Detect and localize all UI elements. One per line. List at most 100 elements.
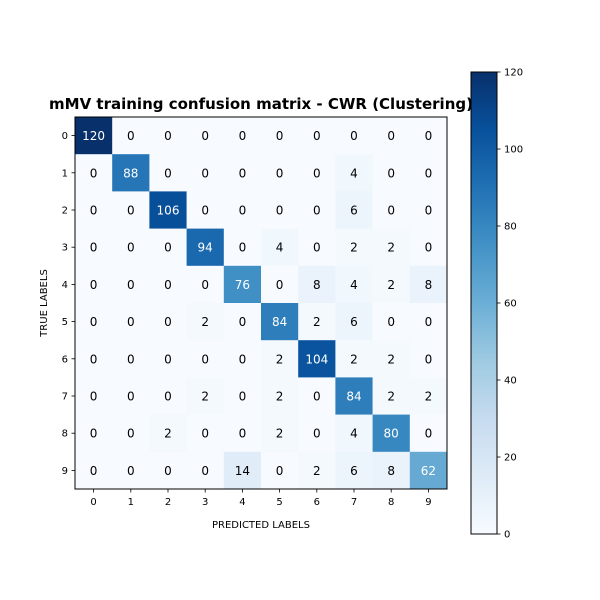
- heatmap-cell-3-5: [261, 228, 299, 267]
- heatmap-cell-1-6: [298, 154, 336, 192]
- cell-value-7-8: 2: [387, 390, 395, 404]
- heatmap-cell-9-2: [149, 451, 187, 490]
- cell-value-3-1: 0: [127, 241, 135, 255]
- heatmap-cell-7-9: [409, 377, 448, 415]
- heatmap-cell-1-3: [186, 154, 225, 192]
- cell-value-6-6: 104: [305, 352, 328, 366]
- heatmap-cell-5-1: [112, 303, 150, 341]
- heatmap-cell-2-5: [261, 191, 299, 229]
- heatmap-cell-7-7: [335, 377, 373, 415]
- heatmap-cell-7-6: [298, 377, 336, 415]
- cell-value-2-1: 0: [127, 204, 135, 218]
- heatmap-cell-3-3: [186, 228, 225, 267]
- heatmap-cell-9-0: [75, 451, 113, 490]
- cell-value-2-4: 0: [239, 204, 247, 218]
- colorbar-tick-label-2: 40: [504, 376, 517, 387]
- cell-value-7-9: 2: [425, 390, 433, 404]
- cell-value-0-1: 0: [127, 129, 135, 143]
- x-tick-label-2: 2: [165, 497, 171, 508]
- heatmap-cell-6-0: [75, 340, 113, 378]
- heatmap-cell-7-4: [223, 377, 262, 415]
- cell-value-3-7: 2: [350, 241, 358, 255]
- heatmap-cell-8-2: [149, 414, 187, 453]
- cell-value-0-4: 0: [239, 129, 247, 143]
- heatmap-cell-6-4: [223, 340, 262, 378]
- cell-value-8-6: 0: [313, 427, 321, 441]
- cell-value-9-2: 0: [164, 464, 172, 478]
- heatmap-cell-6-1: [112, 340, 150, 378]
- x-tick-label-4: 4: [239, 497, 245, 508]
- heatmap-cell-5-8: [372, 303, 411, 341]
- cell-value-4-7: 4: [350, 278, 358, 292]
- cell-value-5-3: 2: [201, 315, 209, 329]
- heatmap-cell-4-5: [261, 265, 299, 304]
- heatmap-cell-6-3: [186, 340, 225, 378]
- heatmap-cell-2-9: [409, 191, 448, 229]
- heatmap-cell-7-8: [372, 377, 411, 415]
- cell-value-8-0: 0: [90, 427, 98, 441]
- heatmap-cell-5-2: [149, 303, 187, 341]
- heatmap-cell-2-6: [298, 191, 336, 229]
- heatmap-cell-9-5: [261, 451, 299, 490]
- cell-value-0-5: 0: [276, 129, 284, 143]
- cell-value-8-3: 0: [201, 427, 209, 441]
- heatmap-cell-9-9: [409, 451, 448, 490]
- cell-value-1-2: 0: [164, 166, 172, 180]
- x-axis-ticks: 0 1 2 3 4 5 6 7 8 9: [90, 489, 432, 508]
- cell-value-2-8: 0: [387, 204, 395, 218]
- cell-value-3-8: 2: [387, 241, 395, 255]
- heatmap-cell-5-7: [335, 303, 373, 341]
- cell-value-9-4: 14: [235, 464, 250, 478]
- heatmap-cell-6-8: [372, 340, 411, 378]
- cell-value-0-7: 0: [350, 129, 358, 143]
- heatmap-cell-9-4: [223, 451, 262, 490]
- cell-value-2-6: 0: [313, 204, 321, 218]
- heatmap-cell-0-2: [149, 117, 187, 155]
- heatmap-cell-6-7: [335, 340, 373, 378]
- heatmap-cell-5-9: [409, 303, 448, 341]
- heatmap-cell-3-0: [75, 228, 113, 267]
- cell-value-6-0: 0: [90, 352, 98, 366]
- colorbar-tick-label-0: 0: [504, 530, 510, 541]
- heatmap-cell-9-6: [298, 451, 336, 490]
- x-tick-label-7: 7: [351, 497, 357, 508]
- cell-value-8-1: 0: [127, 427, 135, 441]
- cell-value-4-0: 0: [90, 278, 98, 292]
- heatmap-cell-2-8: [372, 191, 411, 229]
- cell-value-6-8: 2: [387, 352, 395, 366]
- heatmap-cell-3-8: [372, 228, 411, 267]
- cell-value-1-3: 0: [201, 166, 209, 180]
- heatmap-cell-8-0: [75, 414, 113, 453]
- heatmap-cell-0-5: [261, 117, 299, 155]
- cell-value-1-1: 88: [123, 166, 138, 180]
- x-tick-label-0: 0: [90, 497, 96, 508]
- cell-value-5-1: 0: [127, 315, 135, 329]
- heatmap-cell-6-6: [298, 340, 336, 378]
- heatmap-cell-1-8: [372, 154, 411, 192]
- heatmap-cell-4-0: [75, 265, 113, 304]
- heatmap-cell-0-3: [186, 117, 225, 155]
- cell-value-8-7: 4: [350, 427, 358, 441]
- cell-value-5-0: 0: [90, 315, 98, 329]
- cell-value-5-9: 0: [425, 315, 433, 329]
- cell-value-4-6: 8: [313, 278, 321, 292]
- heatmap-cell-4-8: [372, 265, 411, 304]
- y-tick-label-8: 8: [62, 429, 68, 440]
- cell-value-7-6: 0: [313, 390, 321, 404]
- cell-value-1-7: 4: [350, 166, 358, 180]
- cell-value-2-5: 0: [276, 204, 284, 218]
- heatmap-cell-0-8: [372, 117, 411, 155]
- cell-value-7-3: 2: [201, 390, 209, 404]
- heatmap-cell-1-2: [149, 154, 187, 192]
- cell-value-5-5: 84: [272, 315, 287, 329]
- heatmap-cell-0-6: [298, 117, 336, 155]
- cell-value-4-3: 0: [201, 278, 209, 292]
- heatmap-cell-2-4: [223, 191, 262, 229]
- heatmap-cell-4-9: [409, 265, 448, 304]
- heatmap-cell-3-2: [149, 228, 187, 267]
- cell-value-6-5: 2: [276, 352, 284, 366]
- colorbar: [470, 71, 498, 535]
- heatmap-cell-3-4: [223, 228, 262, 267]
- cell-value-8-8: 80: [384, 427, 399, 441]
- plot-frame: [74, 116, 448, 490]
